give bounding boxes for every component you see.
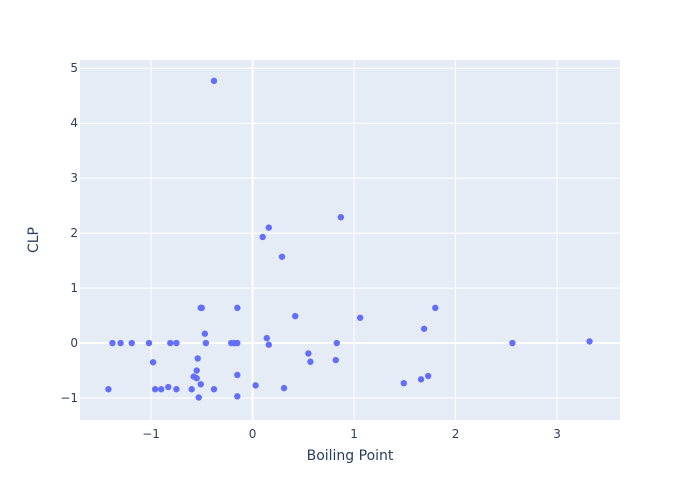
y-axis-title: CLP bbox=[26, 227, 42, 253]
y-tick-label: 2 bbox=[70, 226, 78, 240]
data-point[interactable] bbox=[420, 325, 428, 332]
data-point[interactable] bbox=[201, 330, 209, 337]
data-point[interactable] bbox=[337, 213, 345, 221]
data-point[interactable] bbox=[509, 339, 516, 347]
data-point[interactable] bbox=[202, 339, 210, 347]
data-point[interactable] bbox=[128, 339, 135, 347]
y-tick-label: 3 bbox=[70, 171, 78, 185]
data-point[interactable] bbox=[305, 350, 312, 357]
data-point[interactable] bbox=[173, 339, 180, 347]
data-point[interactable] bbox=[210, 386, 218, 393]
data-point[interactable] bbox=[210, 77, 218, 85]
data-point[interactable] bbox=[291, 312, 299, 320]
x-tick-label: 0 bbox=[249, 427, 257, 441]
y-tick-label: 1 bbox=[70, 281, 78, 295]
x-tick-label: −1 bbox=[142, 427, 160, 441]
x-axis-ticks: −1 0 1 2 3 bbox=[142, 427, 561, 441]
data-point[interactable] bbox=[280, 384, 288, 392]
y-tick-label: 4 bbox=[70, 116, 78, 130]
data-point[interactable] bbox=[432, 304, 439, 312]
data-point[interactable] bbox=[234, 371, 241, 379]
data-point[interactable] bbox=[265, 224, 272, 231]
data-point[interactable] bbox=[263, 334, 270, 342]
data-point[interactable] bbox=[193, 375, 200, 382]
data-point[interactable] bbox=[234, 339, 241, 347]
data-point[interactable] bbox=[586, 338, 593, 345]
y-tick-label: −1 bbox=[60, 391, 78, 405]
data-point[interactable] bbox=[252, 382, 259, 389]
data-point[interactable] bbox=[278, 253, 286, 260]
data-point[interactable] bbox=[356, 314, 364, 321]
data-point[interactable] bbox=[195, 394, 202, 401]
data-point[interactable] bbox=[149, 359, 157, 366]
plot-area bbox=[80, 60, 620, 420]
data-point[interactable] bbox=[193, 367, 200, 374]
data-point[interactable] bbox=[167, 339, 174, 347]
x-axis-title: Boiling Point bbox=[307, 448, 394, 464]
data-point[interactable] bbox=[109, 339, 116, 347]
data-point[interactable] bbox=[197, 381, 204, 388]
data-point[interactable] bbox=[259, 233, 266, 241]
data-point[interactable] bbox=[165, 383, 172, 391]
y-axis-ticks: −1 0 1 2 3 4 5 bbox=[60, 61, 78, 405]
data-point[interactable] bbox=[173, 386, 180, 393]
data-point[interactable] bbox=[234, 304, 241, 312]
data-point[interactable] bbox=[117, 339, 124, 347]
data-point[interactable] bbox=[400, 379, 407, 387]
data-point[interactable] bbox=[332, 356, 339, 364]
data-point[interactable] bbox=[333, 339, 341, 347]
data-point[interactable] bbox=[198, 304, 206, 312]
y-tick-label: 0 bbox=[70, 336, 78, 350]
data-point[interactable] bbox=[158, 386, 165, 393]
x-tick-label: 3 bbox=[553, 427, 561, 441]
data-point[interactable] bbox=[145, 339, 153, 347]
data-points bbox=[105, 77, 593, 401]
data-point[interactable] bbox=[307, 358, 314, 365]
x-tick-label: 2 bbox=[452, 427, 460, 441]
grid-lines bbox=[80, 60, 620, 420]
data-point[interactable] bbox=[417, 376, 425, 383]
data-point[interactable] bbox=[188, 386, 195, 393]
data-point[interactable] bbox=[424, 372, 432, 380]
data-point[interactable] bbox=[265, 341, 272, 348]
data-point[interactable] bbox=[105, 386, 112, 393]
data-point[interactable] bbox=[234, 393, 241, 400]
y-tick-label: 5 bbox=[70, 61, 78, 75]
data-point[interactable] bbox=[194, 355, 201, 362]
data-point[interactable] bbox=[151, 386, 159, 393]
x-tick-label: 1 bbox=[350, 427, 358, 441]
